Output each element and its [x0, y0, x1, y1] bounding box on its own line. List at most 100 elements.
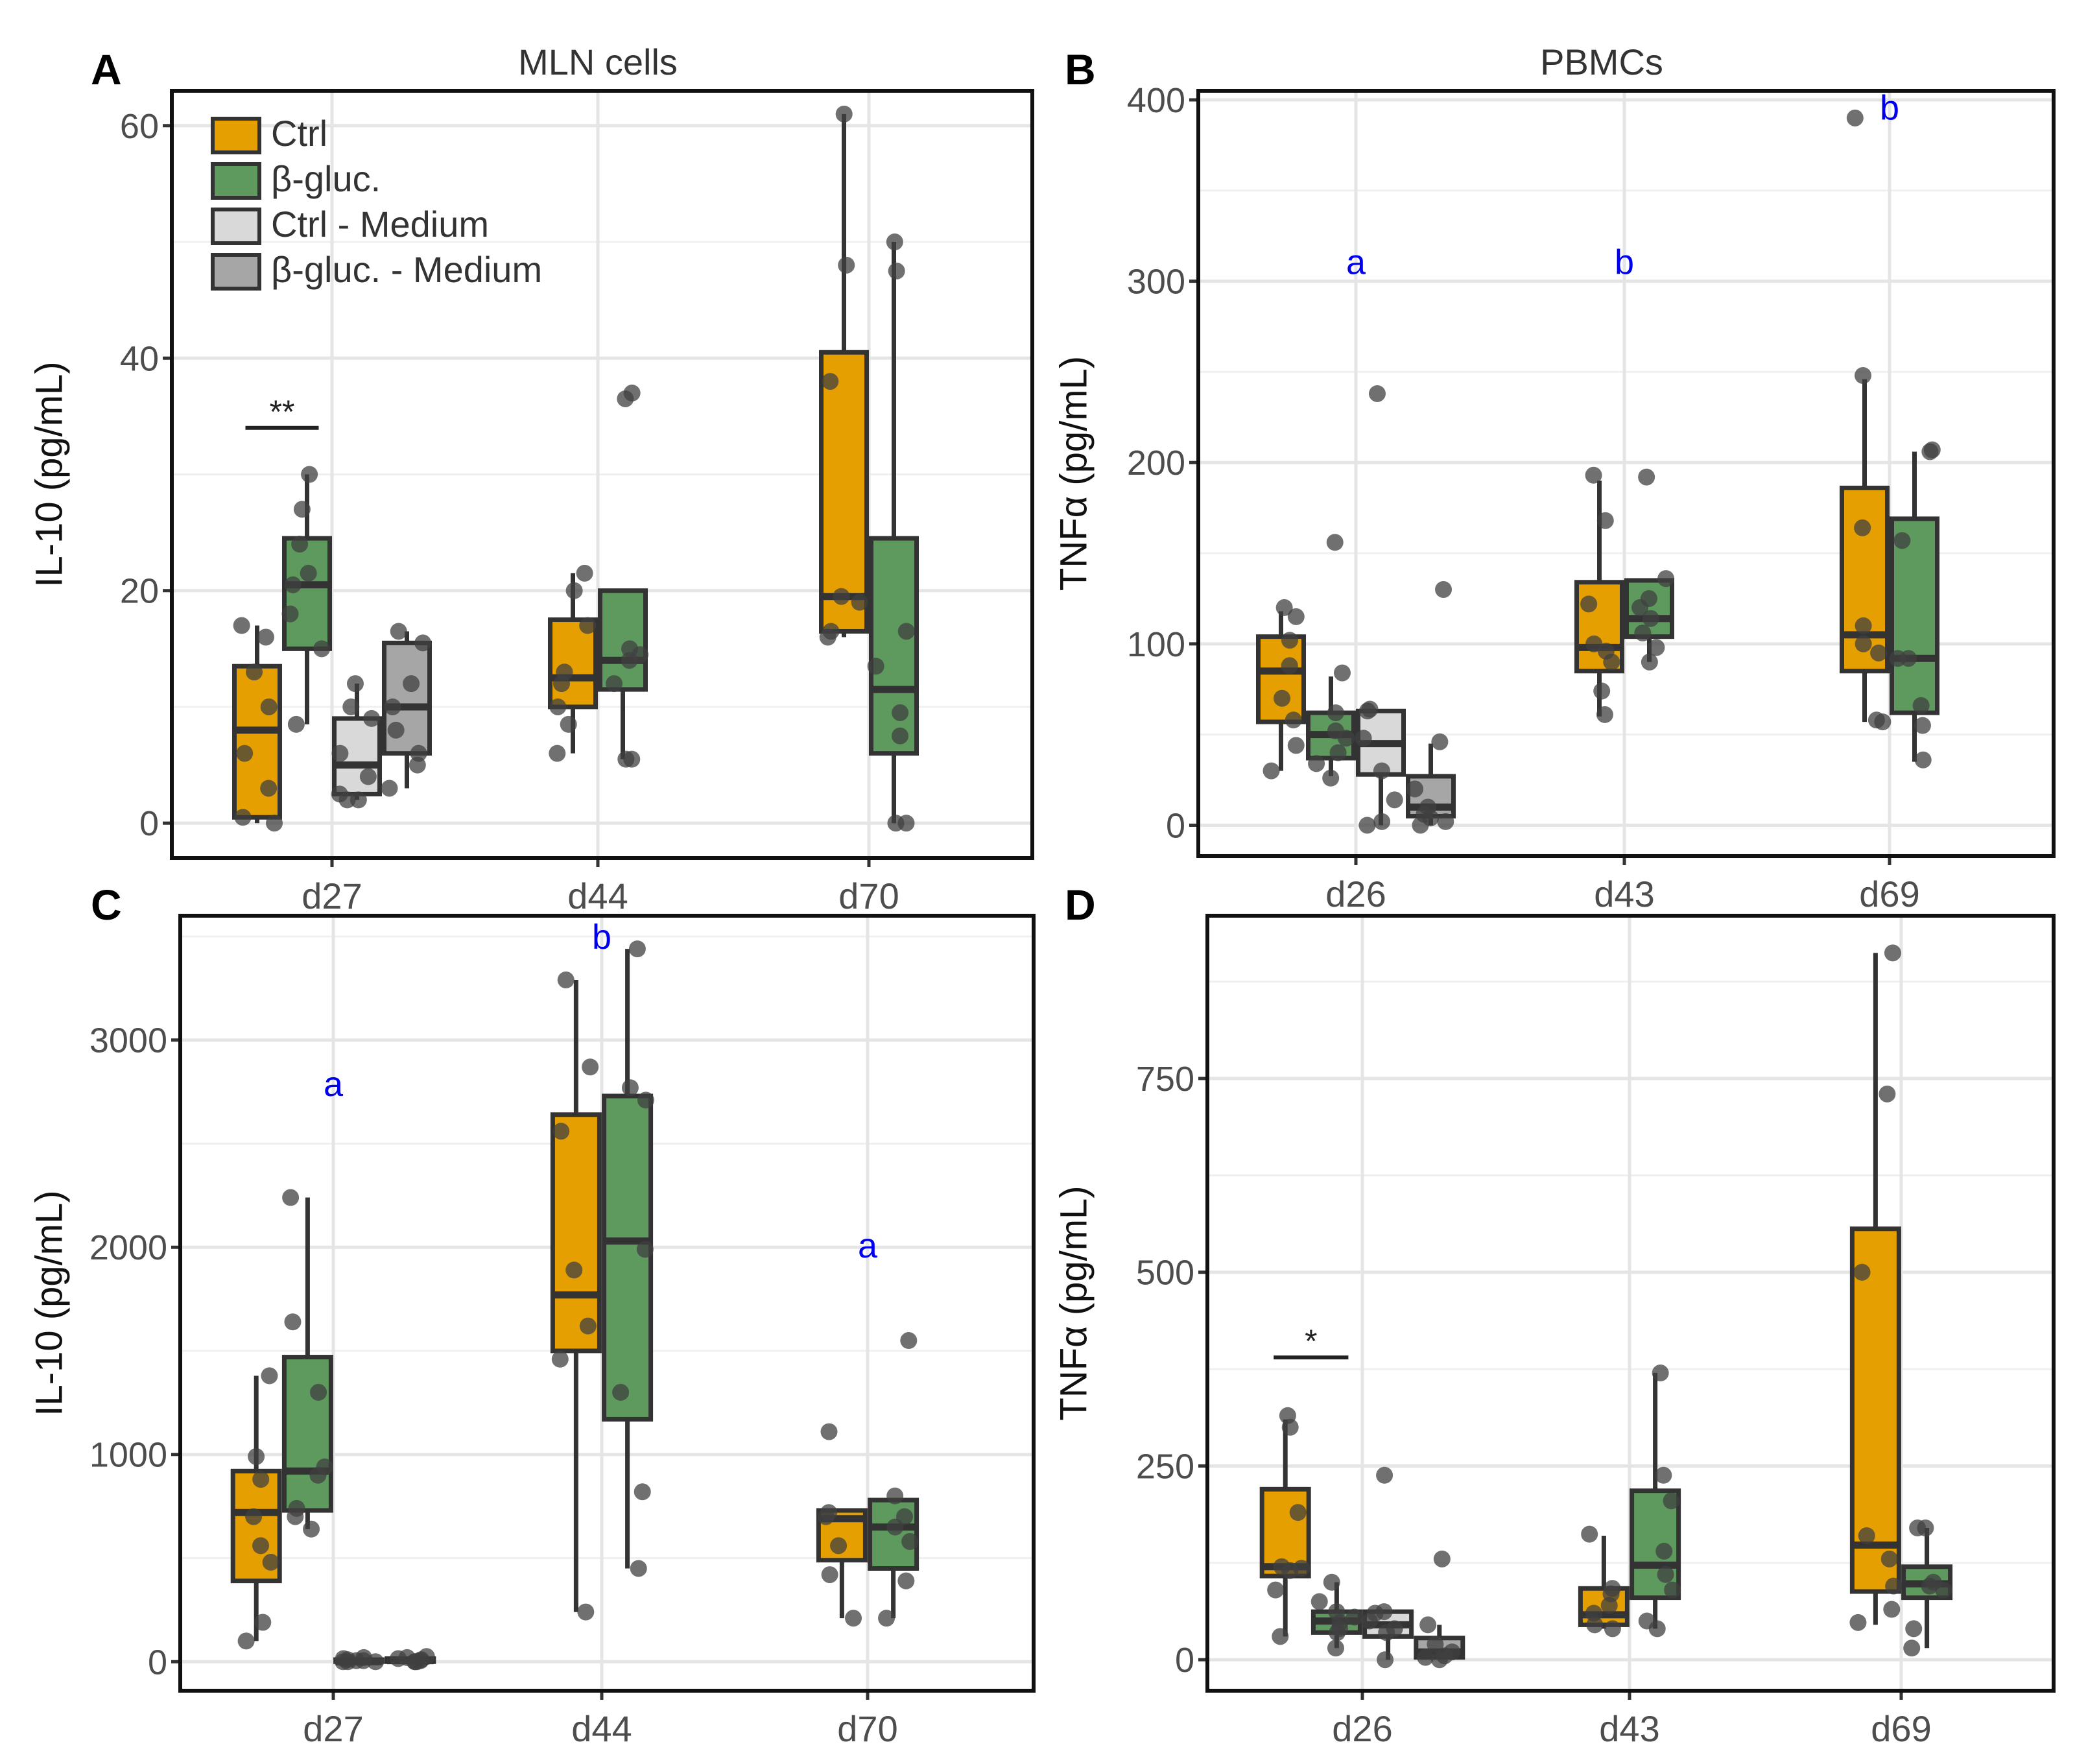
data-point [892, 727, 909, 745]
data-point [833, 588, 850, 605]
data-point [236, 745, 254, 762]
panel-letter-D: D [1065, 881, 1096, 929]
data-point [1327, 1639, 1344, 1657]
y-axis-label: IL-10 (pg/mL) [28, 1190, 70, 1416]
data-point [390, 1650, 407, 1667]
group-letter: a [1346, 243, 1366, 281]
data-point [1657, 570, 1675, 588]
x-tick-label: d43 [1599, 1708, 1659, 1749]
data-point [342, 698, 360, 715]
data-point [1585, 466, 1602, 484]
data-point [549, 745, 566, 762]
data-point [1272, 1628, 1289, 1645]
data-point [301, 466, 318, 483]
data-point [1329, 744, 1347, 761]
data-point [1921, 443, 1939, 460]
data-point [886, 1487, 904, 1505]
data-point [1849, 1614, 1867, 1631]
group-letter: a [858, 1226, 878, 1265]
data-point [1417, 1649, 1434, 1666]
data-point [1655, 1542, 1673, 1560]
data-point [838, 256, 855, 274]
data-point [1373, 813, 1391, 830]
data-point [579, 617, 597, 634]
data-point [845, 1610, 862, 1627]
data-point [261, 1367, 278, 1385]
data-point [381, 780, 398, 797]
legend-key-ctrl [211, 117, 261, 154]
data-point [1641, 653, 1658, 671]
data-point [1634, 625, 1652, 642]
y-tick-label: 0 [139, 804, 159, 843]
data-point [886, 1518, 904, 1536]
data-point [1430, 1651, 1448, 1669]
panel-d-plot: 0 250 500 750 d26 d43 d69 TNFα (pg/mL) * [1052, 914, 2056, 1749]
data-point [1631, 599, 1649, 616]
data-point [309, 1466, 327, 1484]
data-point [1289, 1504, 1307, 1521]
data-point [1287, 737, 1305, 754]
data-point [1376, 1466, 1393, 1484]
legend-key-bgluc [211, 162, 261, 200]
x-tick-label: d27 [303, 1708, 363, 1749]
y-axis-label: TNFα (pg/mL) [1052, 356, 1095, 591]
legend-label-bgluc: β-gluc. [271, 158, 381, 199]
y-tick-label: 60 [120, 107, 159, 146]
box-bgluc [281, 1355, 333, 1513]
box-ctrl [819, 350, 869, 634]
data-point [1846, 109, 1864, 126]
box-ctrl [1256, 634, 1306, 724]
data-point [1281, 1418, 1299, 1436]
y-tick-label: 750 [1136, 1060, 1194, 1099]
data-point [233, 617, 250, 634]
data-point [1355, 730, 1372, 747]
data-point [414, 634, 432, 652]
group-letter: a [324, 1065, 344, 1104]
data-point [617, 390, 634, 407]
data-point [1586, 1616, 1604, 1634]
data-point [1322, 769, 1340, 787]
y-tick-label: 200 [1127, 444, 1185, 483]
x-tick-label: d70 [837, 1708, 897, 1749]
significance-label: * [1305, 1323, 1317, 1359]
data-point [390, 623, 407, 640]
data-point [1912, 697, 1930, 714]
box-ctrl [232, 663, 282, 820]
data-point [1596, 512, 1614, 529]
y-tick-label: 0 [148, 1643, 167, 1682]
y-tick-label: 20 [120, 572, 159, 611]
data-point [1267, 1581, 1285, 1599]
data-point [254, 1614, 272, 1631]
data-point [1600, 1597, 1618, 1614]
box-ctrl [550, 1112, 602, 1353]
legend-key-bgluc-medium [211, 253, 261, 291]
panel-border [178, 914, 1036, 1693]
data-point [1879, 1085, 1896, 1102]
data-point [1581, 1525, 1598, 1543]
x-tick-label: d44 [567, 876, 628, 916]
data-point [878, 1610, 895, 1627]
panel-border [1196, 89, 2056, 858]
y-axis-label: IL-10 (pg/mL) [28, 361, 70, 587]
data-point [1638, 468, 1655, 486]
data-point [579, 1317, 597, 1335]
x-tick-label: d43 [1594, 874, 1654, 914]
data-point [252, 1471, 270, 1488]
data-point [887, 815, 905, 832]
x-tick-label: d26 [1332, 1708, 1392, 1749]
data-point [252, 1537, 270, 1555]
data-point [1412, 816, 1429, 834]
data-point [549, 698, 567, 715]
data-point [1358, 816, 1376, 834]
data-point [1880, 1550, 1898, 1567]
data-point [636, 1241, 654, 1258]
data-point [892, 704, 909, 721]
box-bgluc [869, 536, 919, 756]
y-tick-label: 40 [120, 339, 159, 378]
panel-a-plot: 0 20 40 60 d27 d44 d70 IL-10 (pg/mL) ** [28, 89, 1034, 916]
x-tick-label: d69 [1871, 1708, 1931, 1749]
data-point [1326, 534, 1344, 551]
data-point [1921, 1577, 1938, 1595]
group-letter: b [1880, 89, 1899, 128]
